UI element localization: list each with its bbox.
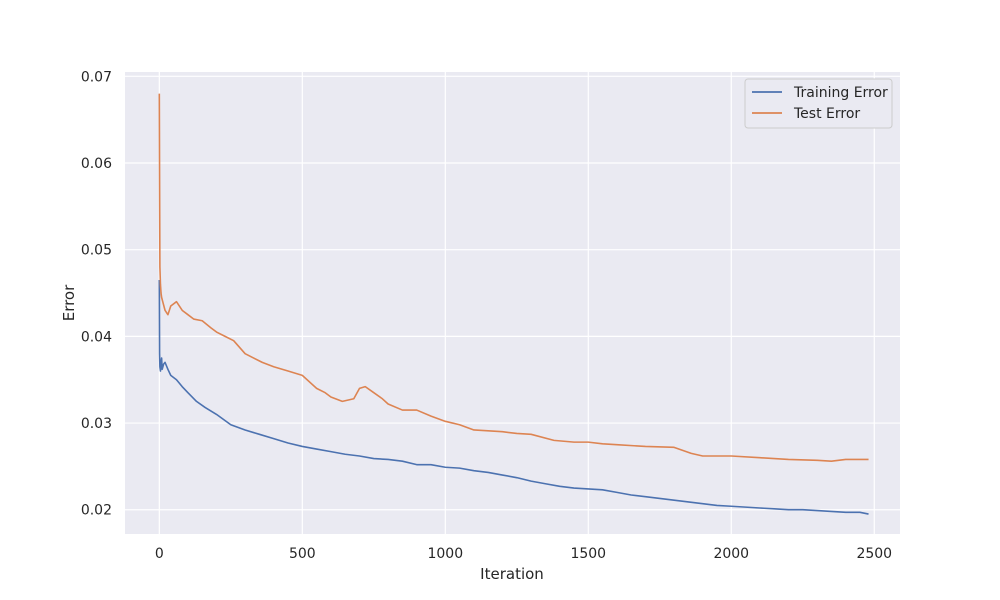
legend: Training Error Test Error [744,78,893,129]
y-axis-ticks: 0.02 0.03 0.04 0.05 0.06 0.07 [81,69,112,518]
legend-label: Training Error [793,85,888,101]
x-tick-label: 500 [289,546,316,562]
x-tick-label: 2000 [713,546,749,562]
series-line-training-error [158,280,869,515]
x-tick-label: 1500 [570,546,606,562]
y-tick-label: 0.02 [81,503,112,519]
legend-label: Test Error [793,106,860,122]
y-tick-label: 0.06 [81,156,112,172]
x-tick-label: 2500 [856,546,892,562]
series-layer [158,93,869,515]
y-tick-label: 0.07 [81,69,112,85]
x-axis-ticks: 0 500 1000 1500 2000 2500 [155,546,892,562]
x-tick-label: 1000 [427,546,463,562]
x-tick-label: 0 [155,546,164,562]
x-axis-label: Iteration [480,565,544,583]
plot-area [125,72,900,534]
y-tick-label: 0.05 [81,243,112,259]
gridlines [125,72,900,534]
y-tick-label: 0.04 [81,329,112,345]
y-tick-label: 0.03 [81,416,112,432]
y-axis-label: Error [60,284,78,321]
series-line-test-error [158,93,869,462]
